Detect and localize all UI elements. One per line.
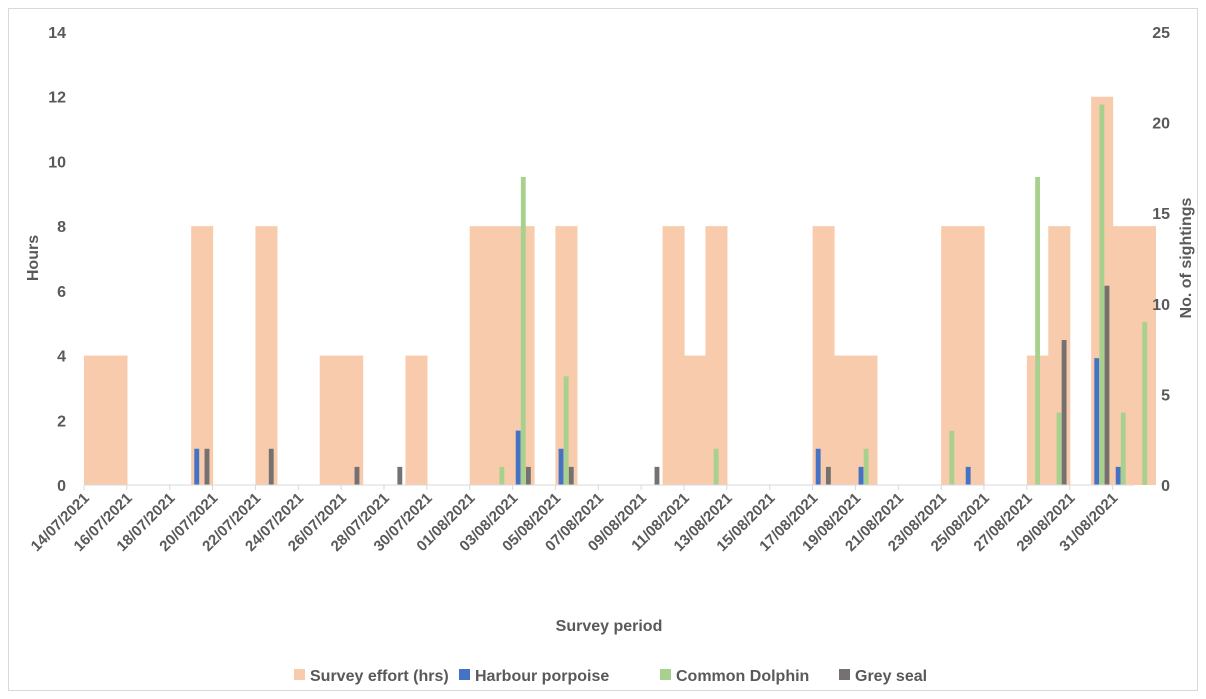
y2-tick-label: 15	[1152, 206, 1170, 223]
sighting-bar	[1115, 466, 1121, 485]
y-tick-label: 6	[57, 284, 66, 301]
effort-bar	[191, 226, 214, 485]
x-axis-ticks: 14/07/202116/07/202118/07/202120/07/2021…	[28, 485, 1121, 555]
y2-tick-label: 20	[1152, 116, 1170, 133]
left-axis-ticks: 0 2 4 6 8 10 12 14	[48, 25, 66, 495]
legend-label: Common Dolphin	[676, 668, 809, 685]
effort-bar	[84, 355, 107, 485]
y-tick-label: 12	[48, 90, 66, 107]
sighting-bar	[863, 448, 869, 485]
sighting-bar	[1061, 340, 1067, 485]
sighting-bar	[1099, 104, 1105, 485]
sighting-bar	[858, 466, 864, 485]
effort-bar	[662, 226, 685, 485]
right-axis-ticks: 0 5 10 15 20 25	[1152, 25, 1170, 495]
sightings-bars	[194, 104, 1148, 485]
effort-bar	[941, 226, 964, 485]
sighting-bar	[1094, 358, 1100, 485]
legend-label: Harbour porpoise	[475, 668, 609, 685]
sighting-bar	[713, 448, 719, 485]
effort-bar	[405, 355, 428, 485]
effort-bar	[341, 355, 364, 485]
sighting-bar	[949, 430, 955, 485]
y-tick-label: 14	[48, 25, 66, 42]
effort-bar	[705, 226, 728, 485]
legend-label: Survey effort (hrs)	[310, 668, 449, 685]
sighting-bar	[654, 466, 660, 485]
sighting-bar	[1056, 412, 1062, 485]
effort-bar	[962, 226, 985, 485]
sighting-bar	[825, 466, 831, 485]
effort-bar	[255, 226, 278, 485]
sighting-bar	[1104, 285, 1110, 485]
effort-bar	[555, 226, 578, 485]
effort-bar	[491, 226, 514, 485]
legend-swatch	[294, 669, 305, 680]
y-tick-label: 2	[57, 413, 66, 430]
effort-bar	[855, 355, 878, 485]
survey-effort-bars	[84, 96, 1157, 486]
effort-bar	[1112, 226, 1135, 485]
sighting-bar	[1035, 176, 1041, 485]
y-tick-label: 0	[57, 478, 66, 495]
sighting-bar	[1142, 321, 1148, 485]
effort-bar	[319, 355, 342, 485]
legend-swatch	[459, 669, 470, 680]
sighting-bar	[397, 466, 403, 485]
y-axis-title: Hours	[25, 235, 42, 281]
legend: Survey effort (hrs) Harbour porpoise Commo…	[294, 668, 927, 685]
sighting-bar	[268, 448, 274, 485]
sighting-bar	[815, 448, 821, 485]
effort-bar	[105, 355, 128, 485]
sighting-bar	[194, 448, 200, 485]
effort-bar	[834, 355, 857, 485]
y2-tick-label: 0	[1161, 478, 1170, 495]
effort-bar	[684, 355, 707, 485]
sighting-bar	[1120, 412, 1126, 485]
y-tick-label: 4	[57, 349, 66, 366]
y2-tick-label: 10	[1152, 297, 1170, 314]
y2-tick-label: 5	[1161, 387, 1170, 404]
sighting-bar	[520, 176, 526, 485]
effort-bar	[812, 226, 835, 485]
y2-axis-title: No. of sightings	[1178, 197, 1195, 318]
sighting-bar	[499, 466, 505, 485]
effort-bar	[469, 226, 492, 485]
sighting-bar	[354, 466, 360, 485]
sighting-bar	[568, 466, 574, 485]
y-tick-label: 10	[48, 154, 66, 171]
sighting-bar	[563, 376, 569, 485]
sighting-bar	[204, 448, 210, 485]
y-tick-label: 8	[57, 219, 66, 236]
sighting-bar	[558, 448, 564, 485]
legend-label: Grey seal	[855, 668, 927, 685]
sighting-bar	[965, 466, 971, 485]
x-axis-title: Survey period	[556, 618, 663, 635]
legend-swatch	[660, 669, 671, 680]
sighting-bar	[515, 430, 521, 485]
legend-swatch	[839, 669, 850, 680]
y2-tick-label: 25	[1152, 25, 1170, 42]
sighting-bar	[525, 466, 531, 485]
